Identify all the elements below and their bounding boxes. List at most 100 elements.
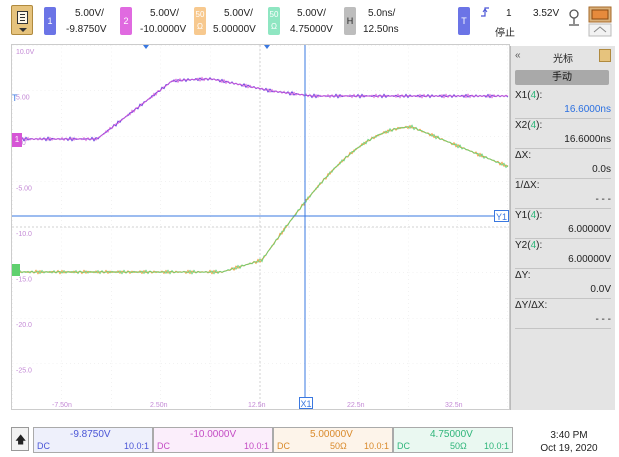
channel-2-offset: -10.0000V (140, 24, 187, 35)
x-axis-label: 32.5n (445, 402, 463, 409)
channel-2-badge[interactable]: 2 (120, 7, 132, 35)
trigger-badge[interactable]: T (458, 7, 470, 35)
cursor-row-label: Y1(4): (515, 210, 543, 221)
delay-marker (264, 45, 270, 49)
panel-menu-icon[interactable] (599, 49, 611, 62)
channel-2-scale: 5.00V/ (150, 8, 179, 19)
cursor-row-separator (515, 208, 611, 209)
cursor-row-value: - - - (595, 314, 611, 325)
y-axis-label: -20.0 (16, 322, 32, 329)
cursor-row-value: 16.6000ns (564, 104, 611, 115)
trigger-position-marker (143, 45, 149, 49)
channel-2-summary[interactable]: -10.0000V DC 10.0:1 (153, 427, 273, 453)
timebase-badge[interactable]: H (344, 7, 356, 35)
trigger-source: 1 (506, 8, 512, 19)
cursor-row-value: 16.6000ns (564, 134, 611, 145)
clock: 3:40 PM Oct 19, 2020 (524, 429, 614, 455)
channel-probe-ratio: 10.0:1 (123, 441, 149, 451)
channel-coupling: DC (157, 441, 170, 451)
rising-edge-icon (480, 6, 490, 21)
channel-probe-ratio: 10.0:1 (363, 441, 389, 451)
chevron-left-icon[interactable]: « (515, 50, 521, 61)
menu-icon[interactable] (11, 5, 33, 35)
trigger-level: 3.52V (533, 8, 560, 19)
bottom-channel-bar: 🡅 -9.8750V DC 10.0:1 -10.0000V DC 10.0:1 5.000… (0, 419, 619, 457)
x-axis-label: 12.5n (248, 402, 266, 409)
cursor-row-value: 6.00000V (568, 224, 611, 235)
waveform-display[interactable]: 10.0V5.000.0-5.00-10.0-15.0-20.0-25.0 -7… (11, 44, 510, 410)
acquisition-status: 停止 (495, 28, 515, 39)
cursor-row-separator (515, 298, 611, 299)
cursor-source-channel: 4 (530, 90, 537, 101)
trigger-level-marker: T (12, 93, 18, 103)
x-axis-label: -7.50n (52, 402, 72, 409)
x-axis-label: 2.50n (150, 402, 168, 409)
cursor-row-separator (515, 238, 611, 239)
cursor-source-channel: 4 (530, 240, 537, 251)
cursor-row-label: X2(4): (515, 120, 543, 131)
channel-4-offset: 4.75000V (290, 24, 333, 35)
channel-coupling: DC (37, 441, 50, 451)
cursor-row-separator (515, 118, 611, 119)
channel-1-ground-marker[interactable]: 1 (12, 133, 22, 147)
arrow-up-icon[interactable]: 🡅 (11, 427, 29, 451)
cursor-mode-button[interactable]: 手动 (515, 70, 609, 85)
channel-impedance: 50Ω (450, 441, 467, 451)
cursor-row-separator (515, 328, 611, 329)
channel-1-scale: 5.00V/ (75, 8, 104, 19)
channel-impedance: 50Ω (330, 441, 347, 451)
channel-4-scale: 5.00V/ (297, 8, 326, 19)
channel-probe-ratio: 10.0:1 (483, 441, 509, 451)
cursor-row-label: 1/ΔX: (515, 180, 540, 191)
cursor-source-channel: 4 (530, 210, 537, 221)
channel-4-badge[interactable]: 50 Ω (268, 7, 280, 35)
run-stop-icon[interactable] (587, 4, 613, 38)
cursor-row-label: X1(4): (515, 90, 543, 101)
cursor-row-value: 0.0V (590, 284, 611, 295)
clock-date: Oct 19, 2020 (540, 443, 598, 454)
channel-3-scale: 5.00V/ (224, 8, 253, 19)
cursor-row-separator (515, 178, 611, 179)
y-axis-label: 5.00 (16, 95, 30, 102)
channel-1-badge[interactable]: 1 (44, 7, 56, 35)
channel-coupling: DC (397, 441, 410, 451)
clock-time: 3:40 PM (550, 430, 588, 441)
cursor-row-value: 6.00000V (568, 254, 611, 265)
timebase-delay: 12.50ns (363, 24, 399, 35)
y-axis-label: -25.0 (16, 368, 32, 375)
channel-3-badge[interactable]: 50 Ω (194, 7, 206, 35)
cursor-row-value: - - - (595, 194, 611, 205)
channel-offset-value: -9.8750V (70, 429, 111, 440)
channel-probe-ratio: 10.0:1 (243, 441, 269, 451)
cursor-row-label: ΔY: (515, 270, 531, 281)
top-status-bar: 1 5.00V/ -9.8750V 2 5.00V/ -10.0000V 50 … (0, 0, 619, 44)
cursor-row-separator (515, 148, 611, 149)
probe-icon[interactable] (566, 8, 582, 30)
cursor-row-value: 0.0s (592, 164, 611, 175)
channel-offset-value: 4.75000V (430, 429, 473, 440)
y1-cursor-label[interactable]: Y1 (494, 210, 509, 222)
y-axis-label: 10.0V (16, 49, 35, 56)
channel-4-ground-marker[interactable] (12, 264, 20, 276)
channel-coupling: DC (277, 441, 290, 451)
channel-3-offset: 5.00000V (213, 24, 256, 35)
y-axis-label: -5.00 (16, 186, 32, 193)
channel-4-summary[interactable]: 4.75000V DC 50Ω 10.0:1 (393, 427, 513, 453)
channel-1-offset: -9.8750V (66, 24, 107, 35)
y-axis-label: -15.0 (16, 277, 32, 284)
channel-3-summary[interactable]: 5.00000V DC 50Ω 10.0:1 (273, 427, 393, 453)
x-axis-label: 22.5n (347, 402, 365, 409)
cursor-row-separator (515, 268, 611, 269)
x1-cursor-label[interactable]: X1 (299, 397, 313, 409)
channel-1-summary[interactable]: -9.8750V DC 10.0:1 (33, 427, 153, 453)
cursor-row-label: Y2(4): (515, 240, 543, 251)
cursor-panel-title: 光标 (553, 54, 573, 65)
channel-offset-value: -10.0000V (190, 429, 237, 440)
cursor-row-label: ΔX: (515, 150, 532, 161)
cursor-source-channel: 4 (530, 120, 537, 131)
cursor-row-label: ΔY/ΔX: (515, 300, 548, 311)
cursor-panel: 光标 « 手动 X1(4): 16.6000ns X2(4): 16.6000ns ΔX… (510, 46, 615, 410)
channel-offset-value: 5.00000V (310, 429, 353, 440)
y-axis-label: -10.0 (16, 231, 32, 238)
timebase-scale: 5.0ns/ (368, 8, 396, 19)
